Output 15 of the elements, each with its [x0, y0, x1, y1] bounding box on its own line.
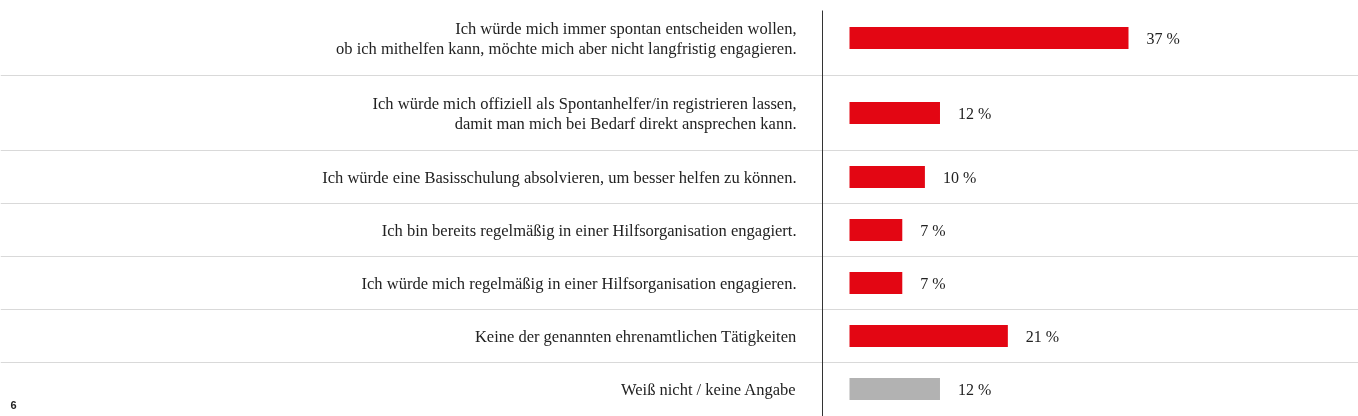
y-tick-label: Ich würde eine Basisschulung absolvieren, um besser helfen zu können. [322, 167, 797, 187]
y-tick-label: Keine der genannten ehrenamtlichen Tätigkeiten [474, 326, 797, 346]
data-label: 12 % [957, 380, 992, 398]
data-label: 7 % [920, 274, 946, 292]
y-tick-label: Ich würde mich offiziell als Spontanhelfer/in registrieren lassen, damit man mich bei Bedarf direkt ansprechen kann. [372, 93, 797, 133]
y-tick-label: Ich würde mich regelmäßig in einer Hilfsorganisation engagieren. [361, 273, 797, 293]
data-label: 10 % [942, 168, 977, 186]
data-label: 21 % [1025, 327, 1060, 345]
text: 6 [10, 398, 17, 411]
data-label: 37 % [1146, 29, 1180, 47]
y-tick-label: Ich bin bereits regelmäßig in einer Hilfsorganisation engagiert. [381, 220, 797, 240]
y-tick-label: Weiß nicht / keine Angabe [620, 379, 796, 399]
y-tick-label: Ich würde mich immer spontan entscheiden wollen, ob ich mithelfen kann, möchte mich aber nicht langfristig engagieren. [336, 18, 797, 58]
data-label: 7 % [920, 221, 946, 239]
data-label: 12 % [957, 104, 992, 122]
